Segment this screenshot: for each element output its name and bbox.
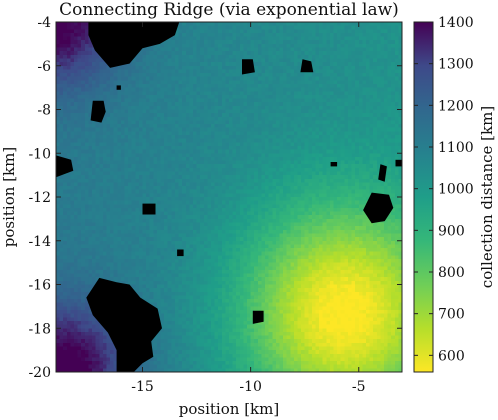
colorbar-tick-label: 1400 [438, 15, 474, 31]
colorbar-label: collection distance [km] [478, 106, 496, 288]
y-tick-label: -12 [28, 190, 51, 206]
missing-data-region [395, 159, 402, 167]
y-tick-label: -20 [28, 365, 51, 381]
colorbar-tick-label: 600 [438, 348, 465, 364]
y-tick-label: -14 [28, 234, 51, 250]
missing-data-region [252, 310, 264, 324]
x-tick-label: -10 [239, 379, 262, 395]
y-tick-label: -4 [37, 15, 51, 31]
y-tick-label: -10 [28, 146, 51, 162]
x-axis-label: position [km] [179, 400, 279, 418]
missing-data-region [300, 59, 314, 73]
colorbar-tick-label: 1200 [438, 98, 474, 114]
missing-data-region [177, 249, 184, 257]
x-axis: -15 -10 -5 [131, 22, 366, 395]
x-tick-label: -15 [131, 379, 154, 395]
missing-data-region [86, 277, 162, 372]
y-tick-label: -18 [28, 321, 51, 337]
colorbar-tick-label: 800 [438, 265, 465, 281]
y-axis: -4 -6 -8 -10 -12 -14 -16 -18 -20 [28, 15, 402, 381]
missing-data-region [116, 85, 121, 90]
missing-data-region [330, 162, 338, 167]
colorbar-tick-label: 1100 [438, 140, 474, 156]
missing-data-region [363, 192, 394, 224]
missing-data-region [378, 164, 387, 182]
y-tick-label: -8 [37, 103, 51, 119]
colorbar-tick-label: 1000 [438, 182, 474, 198]
missing-data-region [88, 22, 180, 68]
missing-data-layer [56, 22, 402, 372]
missing-data-region [142, 203, 156, 215]
colorbar-axis: 600 700 800 900 1000 1100 1200 1300 1400 [414, 15, 474, 364]
colorbar-tick-label: 1300 [438, 57, 474, 73]
x-tick-label: -5 [352, 379, 366, 395]
missing-data-region [56, 155, 74, 178]
y-tick-label: -6 [37, 59, 51, 75]
y-tick-label: -16 [28, 278, 51, 294]
missing-data-region [242, 59, 255, 75]
chart-title: Connecting Ridge (via exponential law) [59, 0, 399, 20]
missing-data-region [90, 100, 106, 123]
colorbar-gradient [414, 22, 433, 372]
colorbar-tick-label: 900 [438, 223, 465, 239]
colorbar-frame [413, 21, 434, 373]
y-axis-label: position [km] [0, 147, 18, 247]
colorbar-tick-label: 700 [438, 307, 465, 323]
